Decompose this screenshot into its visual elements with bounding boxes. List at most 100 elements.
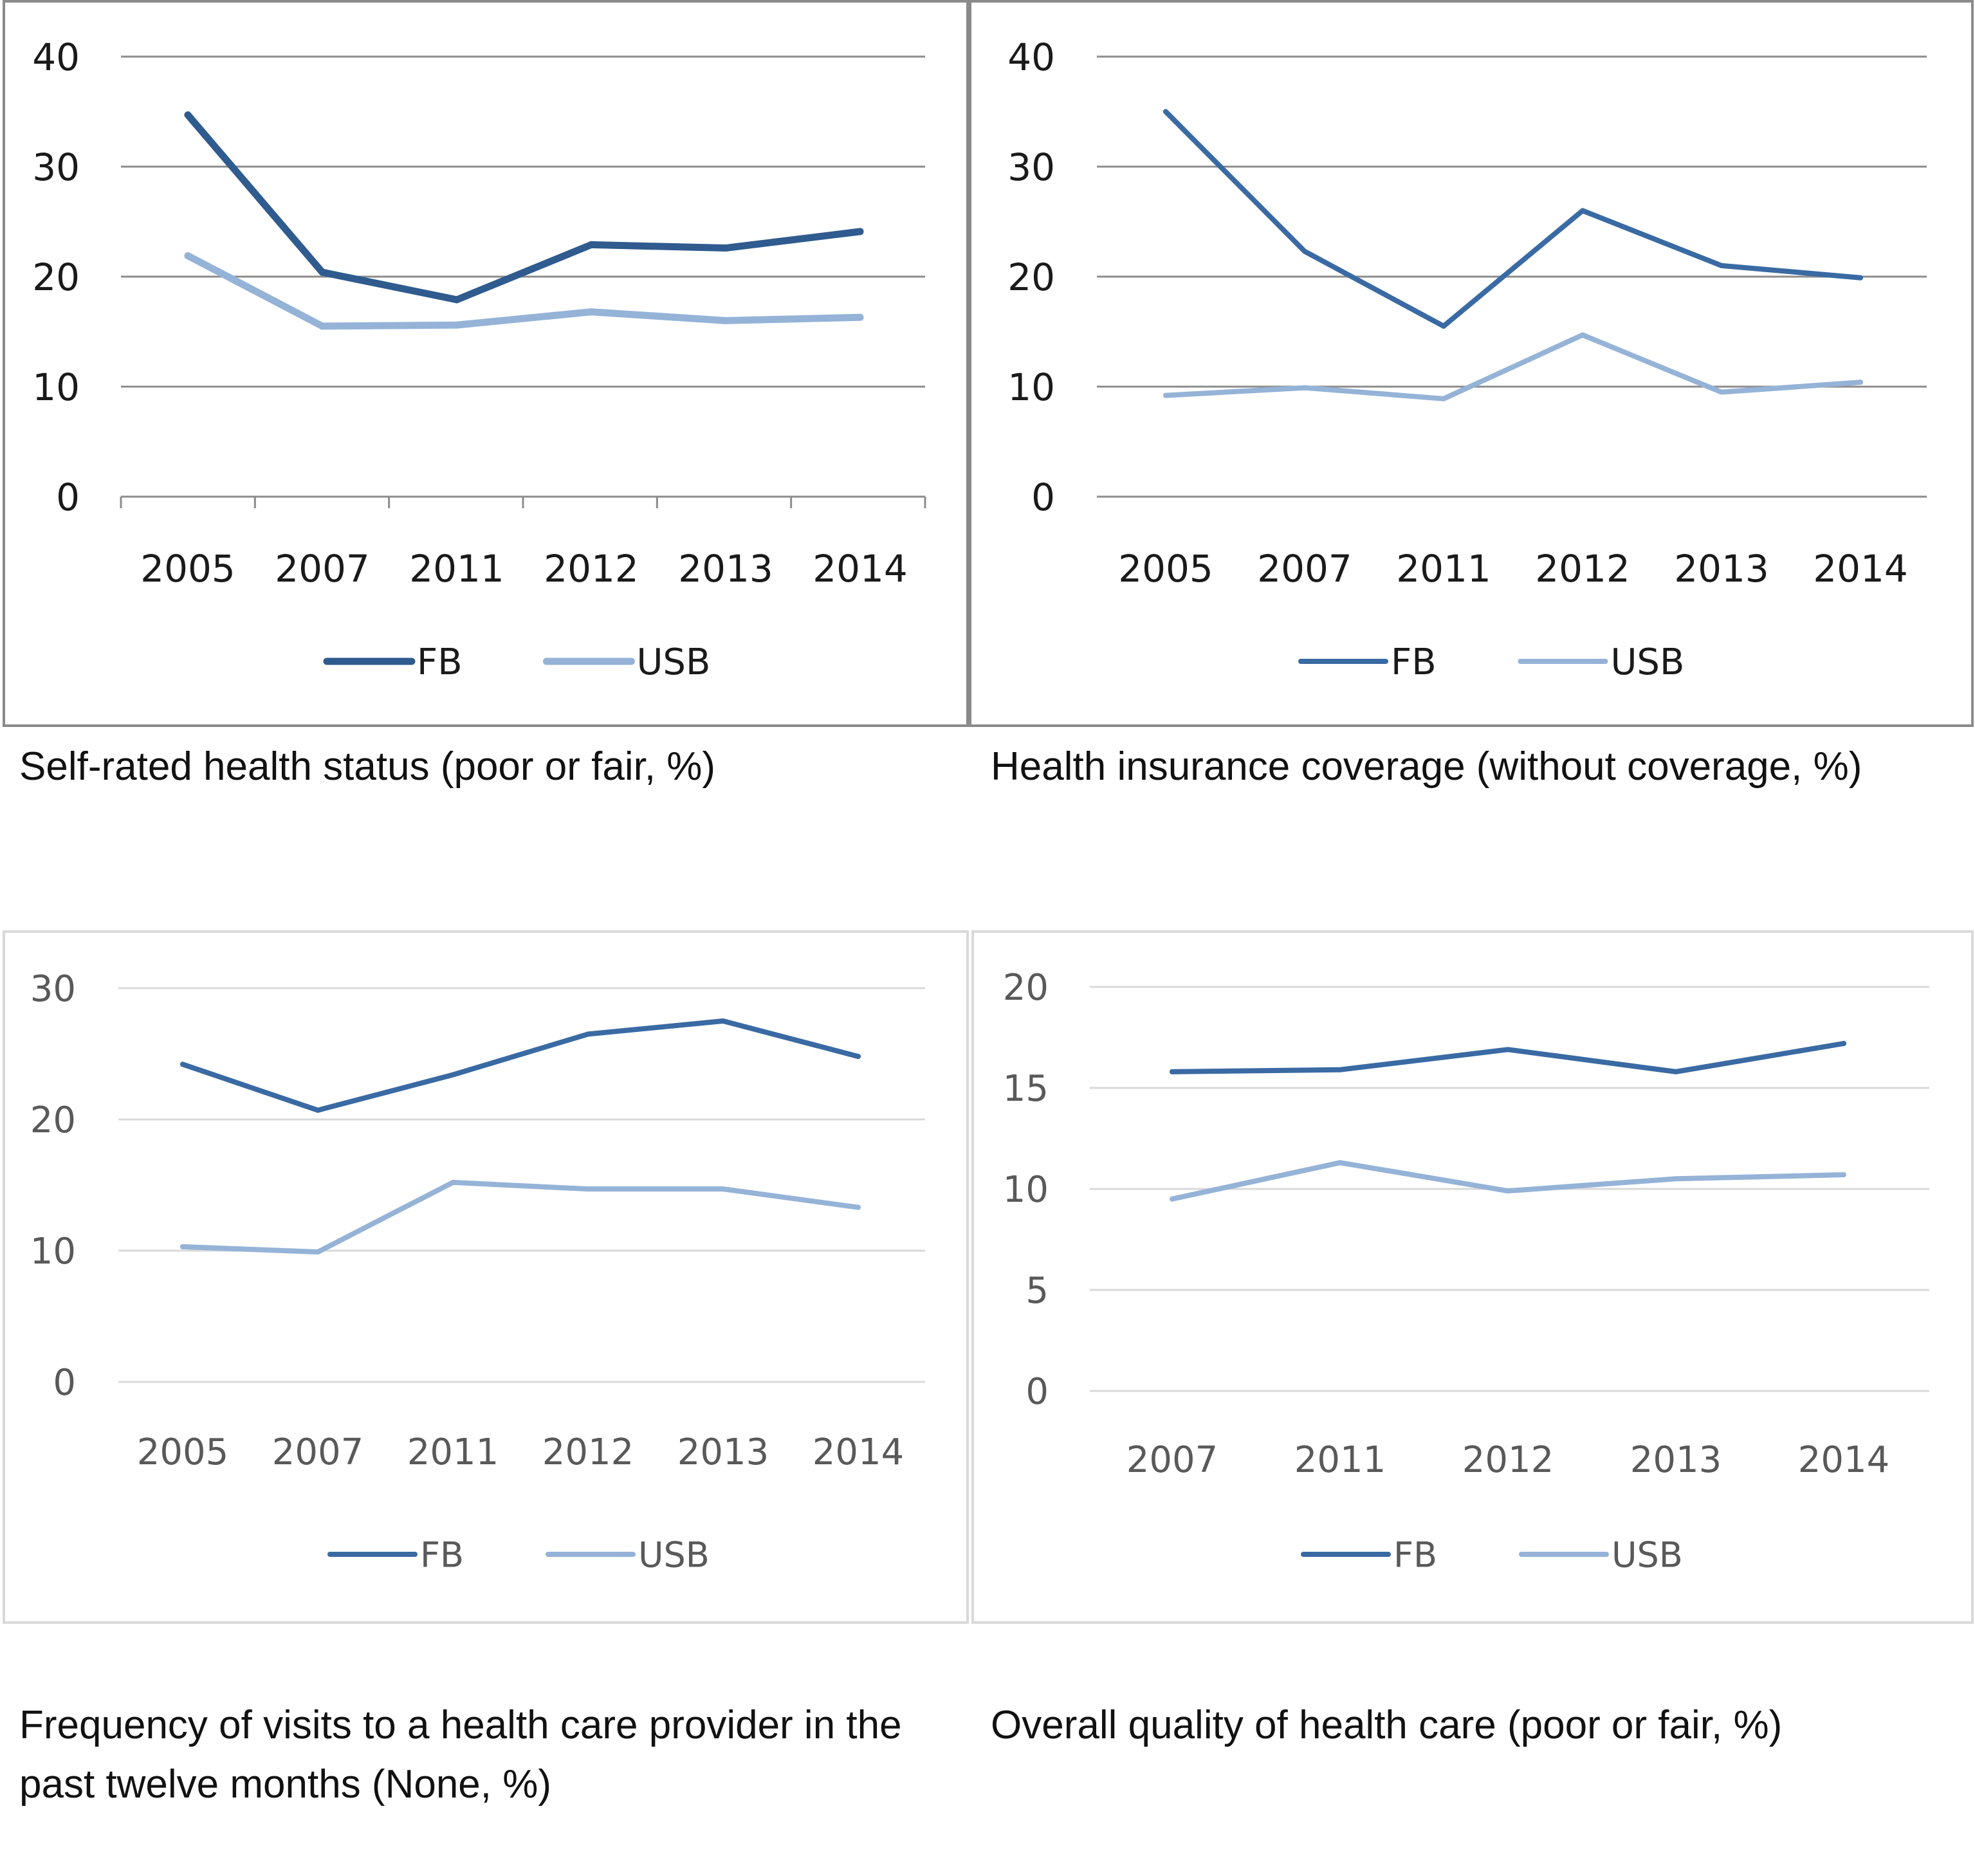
legend-label-fb: FB bbox=[420, 1534, 464, 1575]
data-point-fb bbox=[721, 1018, 726, 1024]
data-point-usb bbox=[1505, 1188, 1511, 1194]
data-point-usb bbox=[450, 1179, 455, 1185]
y-tick-label: 40 bbox=[32, 35, 80, 79]
data-point-usb bbox=[1673, 1176, 1678, 1182]
data-point-fb bbox=[1505, 1047, 1511, 1053]
data-point-usb bbox=[1441, 396, 1446, 401]
x-tick-label: 2011 bbox=[1294, 1439, 1386, 1481]
x-tick-label: 2011 bbox=[409, 547, 504, 591]
x-tick-label: 2007 bbox=[1126, 1439, 1218, 1481]
data-point-usb bbox=[453, 321, 461, 329]
data-point-usb bbox=[856, 313, 864, 321]
x-tick-label: 2014 bbox=[1813, 547, 1908, 591]
chart-provider-visits: 0 10 20 30 2005 2007 2011 2012 2013 2014 FB USB bbox=[30, 968, 925, 1575]
data-point-fb bbox=[722, 244, 730, 252]
data-point-usb bbox=[1302, 385, 1307, 391]
data-point-fb bbox=[856, 228, 864, 235]
y-tick-label: 5 bbox=[1025, 1270, 1049, 1312]
data-point-usb bbox=[722, 317, 730, 324]
y-tick-label: 20 bbox=[1007, 255, 1055, 299]
series-line-fb bbox=[180, 1018, 861, 1113]
legend-label-fb: FB bbox=[417, 641, 463, 683]
legend-label-usb: USB bbox=[638, 1534, 710, 1575]
data-point-fb bbox=[1302, 248, 1307, 254]
x-tick-label: 2011 bbox=[1396, 547, 1491, 591]
data-point-usb bbox=[1719, 389, 1724, 395]
data-point-fb bbox=[1673, 1069, 1678, 1074]
y-tick-label: 15 bbox=[1003, 1068, 1049, 1110]
data-point-fb bbox=[587, 241, 595, 248]
data-point-usb bbox=[1858, 380, 1863, 385]
x-tick-label: 2013 bbox=[677, 1431, 769, 1473]
chart-caption-health-insurance: Health insurance coverage (without cover… bbox=[991, 744, 1862, 789]
chart-caption-provider-visits: Frequency of visits to a health care pro… bbox=[19, 1703, 902, 1807]
y-tick-label: 0 bbox=[1031, 475, 1055, 519]
data-point-fb bbox=[1163, 109, 1168, 115]
series-line-fb bbox=[184, 111, 864, 304]
data-point-usb bbox=[585, 1186, 591, 1192]
y-tick-label: 10 bbox=[1007, 365, 1055, 409]
x-tick-label: 2014 bbox=[813, 547, 908, 591]
data-point-fb bbox=[450, 1072, 455, 1078]
y-tick-label: 10 bbox=[32, 365, 80, 409]
y-tick-label: 10 bbox=[1003, 1169, 1049, 1211]
x-tick-label: 2013 bbox=[1630, 1439, 1722, 1481]
data-point-usb bbox=[856, 1204, 861, 1210]
x-tick-label: 2012 bbox=[1535, 547, 1630, 591]
data-point-usb bbox=[1580, 332, 1585, 338]
x-tick-label: 2005 bbox=[137, 1431, 229, 1473]
data-point-fb bbox=[453, 296, 461, 304]
x-tick-label: 2013 bbox=[1674, 547, 1769, 591]
y-tick-label: 30 bbox=[1007, 145, 1055, 189]
data-point-fb bbox=[585, 1031, 591, 1037]
x-tick-label: 2012 bbox=[542, 1431, 634, 1473]
data-point-fb bbox=[318, 268, 326, 276]
y-tick-label: 20 bbox=[32, 255, 80, 299]
series-line-usb bbox=[180, 1179, 861, 1255]
chart-self-rated-health: 0 10 20 30 40 2005 2007 2011 2012 2013 2014 FB USB bbox=[32, 35, 926, 683]
data-point-fb bbox=[1841, 1040, 1846, 1046]
legend-label-fb: FB bbox=[1393, 1534, 1437, 1575]
legend-label-fb: FB bbox=[1391, 641, 1437, 683]
data-point-fb bbox=[184, 111, 192, 119]
y-tick-label: 0 bbox=[56, 475, 80, 519]
x-tick-label: 2011 bbox=[407, 1431, 499, 1473]
y-tick-label: 0 bbox=[1025, 1371, 1049, 1413]
data-point-usb bbox=[1163, 392, 1168, 398]
chart-panel-provider-visits: 0 10 20 30 2005 2007 2011 2012 2013 2014 FB USB bbox=[3, 930, 969, 1624]
data-point-fb bbox=[856, 1054, 861, 1060]
chart-caption-quality-of-care: Overall quality of health care (poor or … bbox=[991, 1703, 1783, 1747]
chart-panel-health-insurance: 0 10 20 30 40 2005 2007 2011 2012 2013 2014 FB USB bbox=[969, 0, 1974, 727]
x-tick-label: 2005 bbox=[140, 547, 235, 591]
series-line-usb bbox=[184, 252, 864, 330]
chart-health-insurance: 0 10 20 30 40 2005 2007 2011 2012 2013 2014 FB USB bbox=[1007, 35, 1927, 683]
x-tick-label: 2005 bbox=[1118, 547, 1213, 591]
data-point-fb bbox=[1719, 262, 1724, 268]
legend-label-usb: USB bbox=[1610, 641, 1684, 683]
chart-quality-of-care: 0 5 10 15 20 2007 2011 2012 2013 2014 FB USB bbox=[1003, 967, 1929, 1575]
data-point-usb bbox=[1841, 1172, 1846, 1178]
x-tick-label: 2012 bbox=[1462, 1439, 1554, 1481]
data-point-fb bbox=[1858, 275, 1863, 280]
chart-panel-quality-of-care: 0 5 10 15 20 2007 2011 2012 2013 2014 FB USB bbox=[971, 930, 1974, 1624]
y-tick-label: 10 bbox=[30, 1231, 76, 1273]
y-tick-label: 20 bbox=[1003, 967, 1049, 1009]
x-tick-label: 2012 bbox=[544, 547, 639, 591]
x-tick-label: 2007 bbox=[272, 1431, 364, 1473]
chart-caption-self-rated-health: Self-rated health status (poor or fair, … bbox=[19, 744, 716, 789]
series-line-usb bbox=[1163, 332, 1863, 401]
data-point-usb bbox=[315, 1249, 320, 1255]
x-tick-label: 2014 bbox=[813, 1431, 905, 1473]
legend-label-usb: USB bbox=[636, 641, 710, 683]
data-point-fb bbox=[315, 1107, 320, 1113]
data-point-usb bbox=[318, 322, 326, 330]
y-tick-label: 30 bbox=[30, 968, 76, 1010]
x-tick-label: 2007 bbox=[275, 547, 370, 591]
data-point-fb bbox=[1170, 1069, 1175, 1074]
data-point-fb bbox=[180, 1062, 185, 1067]
x-tick-label: 2013 bbox=[678, 547, 773, 591]
data-point-usb bbox=[721, 1186, 726, 1192]
chart-panel-self-rated-health: 0 10 20 30 40 2005 2007 2011 2012 2013 2014 FB USB bbox=[3, 0, 969, 727]
data-point-fb bbox=[1337, 1067, 1343, 1072]
data-point-usb bbox=[587, 308, 595, 316]
